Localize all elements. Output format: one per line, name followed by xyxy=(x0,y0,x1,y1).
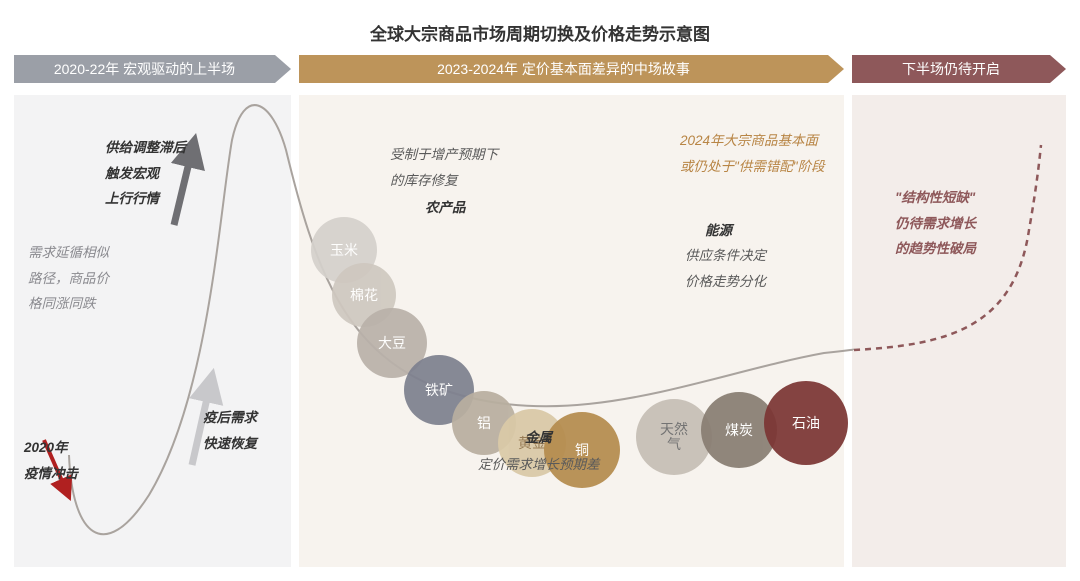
bubble-石油: 石油 xyxy=(764,381,848,465)
bubble-天然气: 天然气 xyxy=(636,399,712,475)
header-right: 下半场仍待开启 xyxy=(852,55,1066,83)
note-mid_energy_sub: 供应条件决定价格走势分化 xyxy=(685,243,766,294)
note-left_mid: 需求延循相似路径，商品价格同涨同跌 xyxy=(28,240,109,317)
header-mid-arrow xyxy=(828,55,844,83)
note-mid_metal_bold: 金属 xyxy=(525,425,552,451)
chart-title: 全球大宗商品市场周期切换及价格走势示意图 xyxy=(0,0,1080,45)
panel-right xyxy=(852,95,1066,567)
header-mid-label: 2023-2024年 定价基本面差异的中场故事 xyxy=(299,55,828,83)
note-mid_agri_title: 受制于增产预期下的库存修复 xyxy=(390,142,498,193)
note-mid_energy_bold: 能源 xyxy=(705,218,732,244)
header-right-label: 下半场仍待开启 xyxy=(852,55,1050,83)
note-mid_agri_bold: 农产品 xyxy=(425,195,466,221)
note-left_top: 供给调整滞后触发宏观上行行情 xyxy=(105,135,186,212)
note-mid_right_orange: 2024年大宗商品基本面或仍处于"供需错配"阶段 xyxy=(680,128,825,179)
header-left: 2020-22年 宏观驱动的上半场 xyxy=(14,55,291,83)
note-mid_metal_sub: 定价需求增长预期差 xyxy=(478,452,600,478)
note-left_recover: 疫后需求快速恢复 xyxy=(203,405,257,456)
note-left_shock: 2020年疫情冲击 xyxy=(24,435,78,486)
header-right-arrow xyxy=(1050,55,1066,83)
note-right_red: "结构性短缺"仍待需求增长的趋势性破局 xyxy=(895,185,976,262)
header-mid: 2023-2024年 定价基本面差异的中场故事 xyxy=(299,55,844,83)
header-left-label: 2020-22年 宏观驱动的上半场 xyxy=(14,55,275,83)
header-left-arrow xyxy=(275,55,291,83)
